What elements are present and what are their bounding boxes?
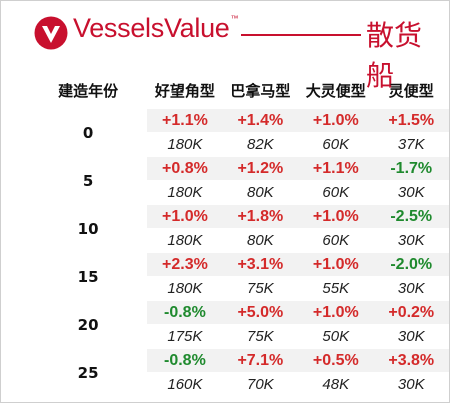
header: VesselsValue™ 散货船	[1, 1, 449, 92]
price-cell: 30K	[397, 328, 425, 345]
price-cell: 80K	[246, 184, 274, 201]
table-row-change: 25 -0.8% +7.1% +0.5% +3.8%	[29, 349, 449, 382]
build-year-cell: 10	[77, 220, 99, 238]
change-cell: +1.5%	[373, 109, 449, 132]
change-cell: -0.8%	[147, 349, 223, 372]
change-cell: -2.0%	[373, 253, 449, 276]
change-cell: +2.3%	[147, 253, 223, 276]
table-row-price: 180K 80K 60K 30K	[29, 228, 449, 253]
table-row-change: 10 +1.0% +1.8% +1.0% -2.5%	[29, 205, 449, 238]
table-header-row: 建造年份 好望角型 巴拿马型 大灵便型 灵便型	[29, 71, 449, 109]
table-row-price: 180K 75K 55K 30K	[29, 276, 449, 301]
change-cell: +1.1%	[298, 157, 374, 180]
price-cell: 48K	[322, 376, 350, 393]
price-cell: 60K	[322, 136, 350, 153]
price-cell: 60K	[322, 232, 350, 249]
change-cell: +1.1%	[147, 109, 223, 132]
price-cell: 30K	[397, 184, 425, 201]
table-row-change: 15 +2.3% +3.1% +1.0% -2.0%	[29, 253, 449, 286]
build-year-cell: 5	[82, 172, 94, 190]
change-cell: +1.0%	[298, 205, 374, 228]
header-build-year: 建造年份	[58, 81, 119, 100]
table-row-price: 180K 82K 60K 37K	[29, 132, 449, 157]
change-cell: +0.5%	[298, 349, 374, 372]
build-year-cell: 15	[77, 268, 99, 286]
header-handysize: 灵便型	[388, 81, 434, 100]
price-cell: 75K	[246, 328, 274, 345]
price-cell: 50K	[322, 328, 350, 345]
table-row-price: 180K 80K 60K 30K	[29, 180, 449, 205]
table-row-change: 0 +1.1% +1.4% +1.0% +1.5%	[29, 109, 449, 142]
change-cell: +1.8%	[222, 205, 299, 228]
header-capesize: 好望角型	[154, 81, 215, 100]
table-row-change: 5 +0.8% +1.2% +1.1% -1.7%	[29, 157, 449, 190]
change-cell: -2.5%	[373, 205, 449, 228]
change-cell: +0.2%	[373, 301, 449, 324]
change-cell: +1.0%	[298, 253, 374, 276]
price-cell: 55K	[322, 280, 350, 297]
change-cell: +1.0%	[298, 109, 374, 132]
title-rule	[241, 34, 361, 36]
price-cell: 37K	[397, 136, 425, 153]
change-cell: +1.4%	[222, 109, 299, 132]
change-cell: +5.0%	[222, 301, 299, 324]
header-supramax: 大灵便型	[305, 81, 366, 100]
table-row-price: 175K 75K 50K 30K	[29, 324, 449, 349]
build-year-cell: 25	[77, 364, 99, 382]
price-cell: 30K	[397, 232, 425, 249]
change-cell: +1.0%	[298, 301, 374, 324]
table-row-change: 20 -0.8% +5.0% +1.0% +0.2%	[29, 301, 449, 334]
header-panamax: 巴拿马型	[230, 81, 291, 100]
price-cell: 30K	[397, 280, 425, 297]
price-cell: 82K	[246, 136, 274, 153]
table-row-price: 160K 70K 48K 30K	[29, 372, 449, 397]
price-cell: 30K	[397, 376, 425, 393]
change-cell: +3.8%	[373, 349, 449, 372]
price-cell: 75K	[246, 280, 274, 297]
vesselsvalue-logo-icon	[34, 16, 68, 50]
price-cell: 175K	[167, 328, 203, 345]
price-cell: 80K	[246, 232, 274, 249]
change-cell: +1.0%	[147, 205, 223, 228]
price-table: 建造年份 好望角型 巴拿马型 大灵便型 灵便型 0 +1.1% +1.4% +1.0%…	[29, 71, 449, 397]
price-cell: 180K	[167, 136, 203, 153]
change-cell: +7.1%	[222, 349, 299, 372]
change-cell: +1.2%	[222, 157, 299, 180]
build-year-cell: 20	[77, 316, 99, 334]
price-cell: 60K	[322, 184, 350, 201]
change-cell: +0.8%	[147, 157, 223, 180]
price-cell: 180K	[167, 184, 203, 201]
price-cell: 160K	[167, 376, 203, 393]
price-cell: 70K	[246, 376, 274, 393]
change-cell: -0.8%	[147, 301, 223, 324]
price-cell: 180K	[167, 232, 203, 249]
change-cell: -1.7%	[373, 157, 449, 180]
brand-name: VesselsValue™	[73, 13, 239, 43]
build-year-cell: 0	[82, 124, 94, 142]
change-cell: +3.1%	[222, 253, 299, 276]
section-title: 散货船	[366, 19, 423, 92]
price-cell: 180K	[167, 280, 203, 297]
